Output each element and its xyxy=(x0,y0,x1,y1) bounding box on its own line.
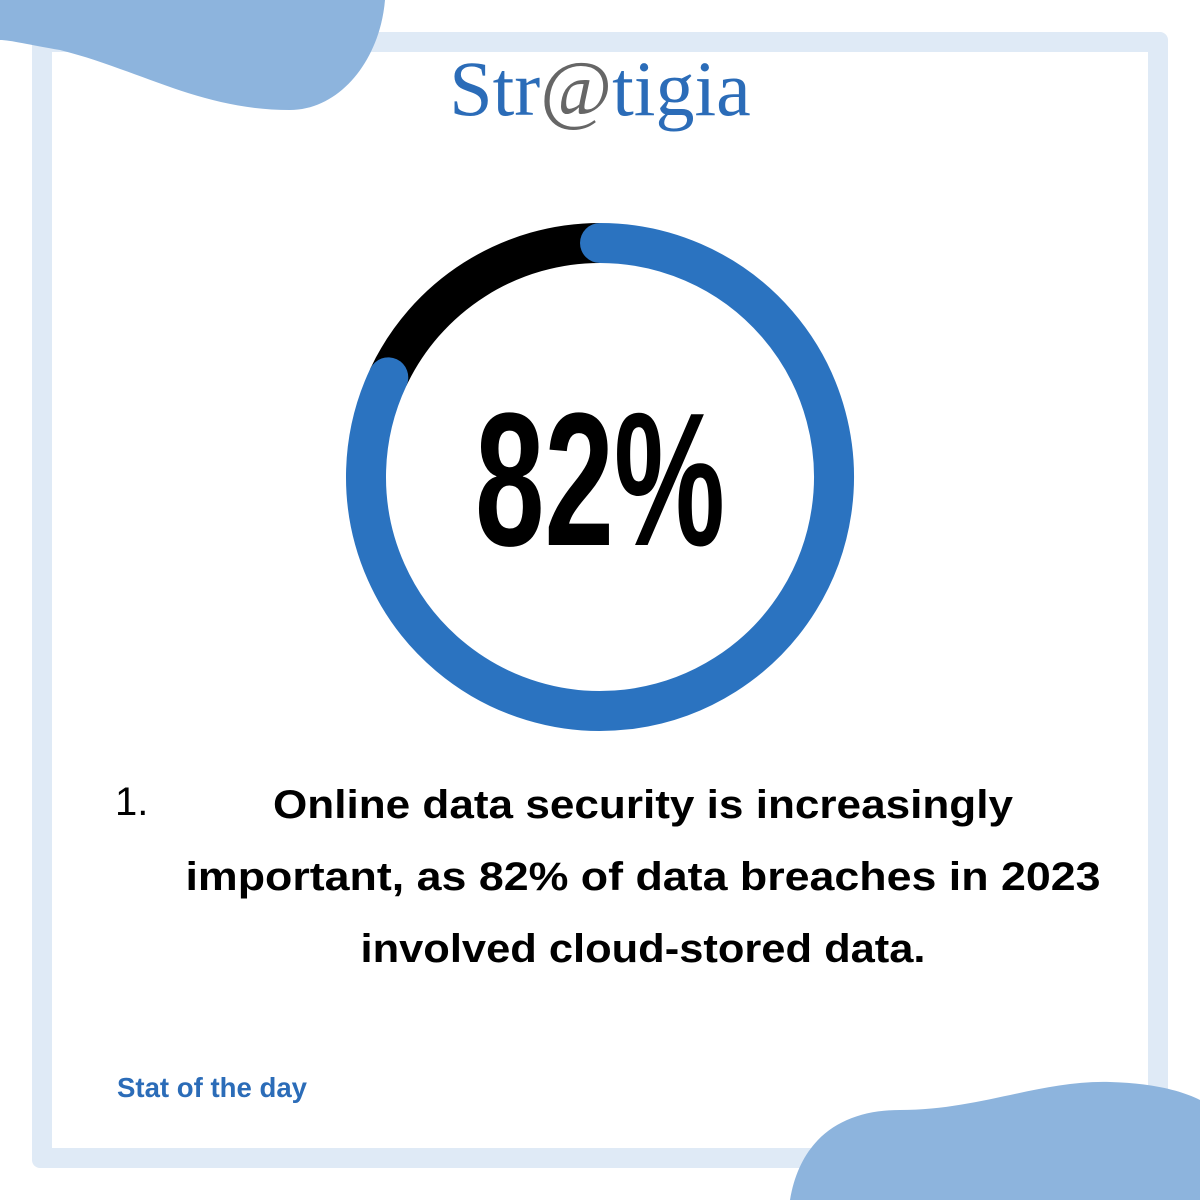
donut-segment xyxy=(346,223,854,731)
value-label: 82% xyxy=(475,374,725,586)
blob-bottom-right xyxy=(790,1081,1200,1200)
statement-line: important, as 82% of data breaches in 20… xyxy=(186,855,1101,899)
footer: Stat of the day xyxy=(117,1072,307,1103)
logo-part: tigia xyxy=(612,45,751,132)
logo-part: Str xyxy=(449,45,540,132)
frame-inner xyxy=(52,52,1148,1148)
logo-part: @ xyxy=(540,45,612,132)
blob-top-left xyxy=(0,0,385,110)
statement: Online data security is increasingly impo… xyxy=(186,783,1101,971)
donut-segment xyxy=(370,223,601,387)
statement-line: involved cloud-stored data. xyxy=(361,927,926,971)
logo: Str@tigia xyxy=(449,45,751,132)
list-number: 1. xyxy=(115,780,148,824)
statement-line: Online data security is increasingly xyxy=(273,783,1014,827)
donut-chart xyxy=(346,223,854,731)
